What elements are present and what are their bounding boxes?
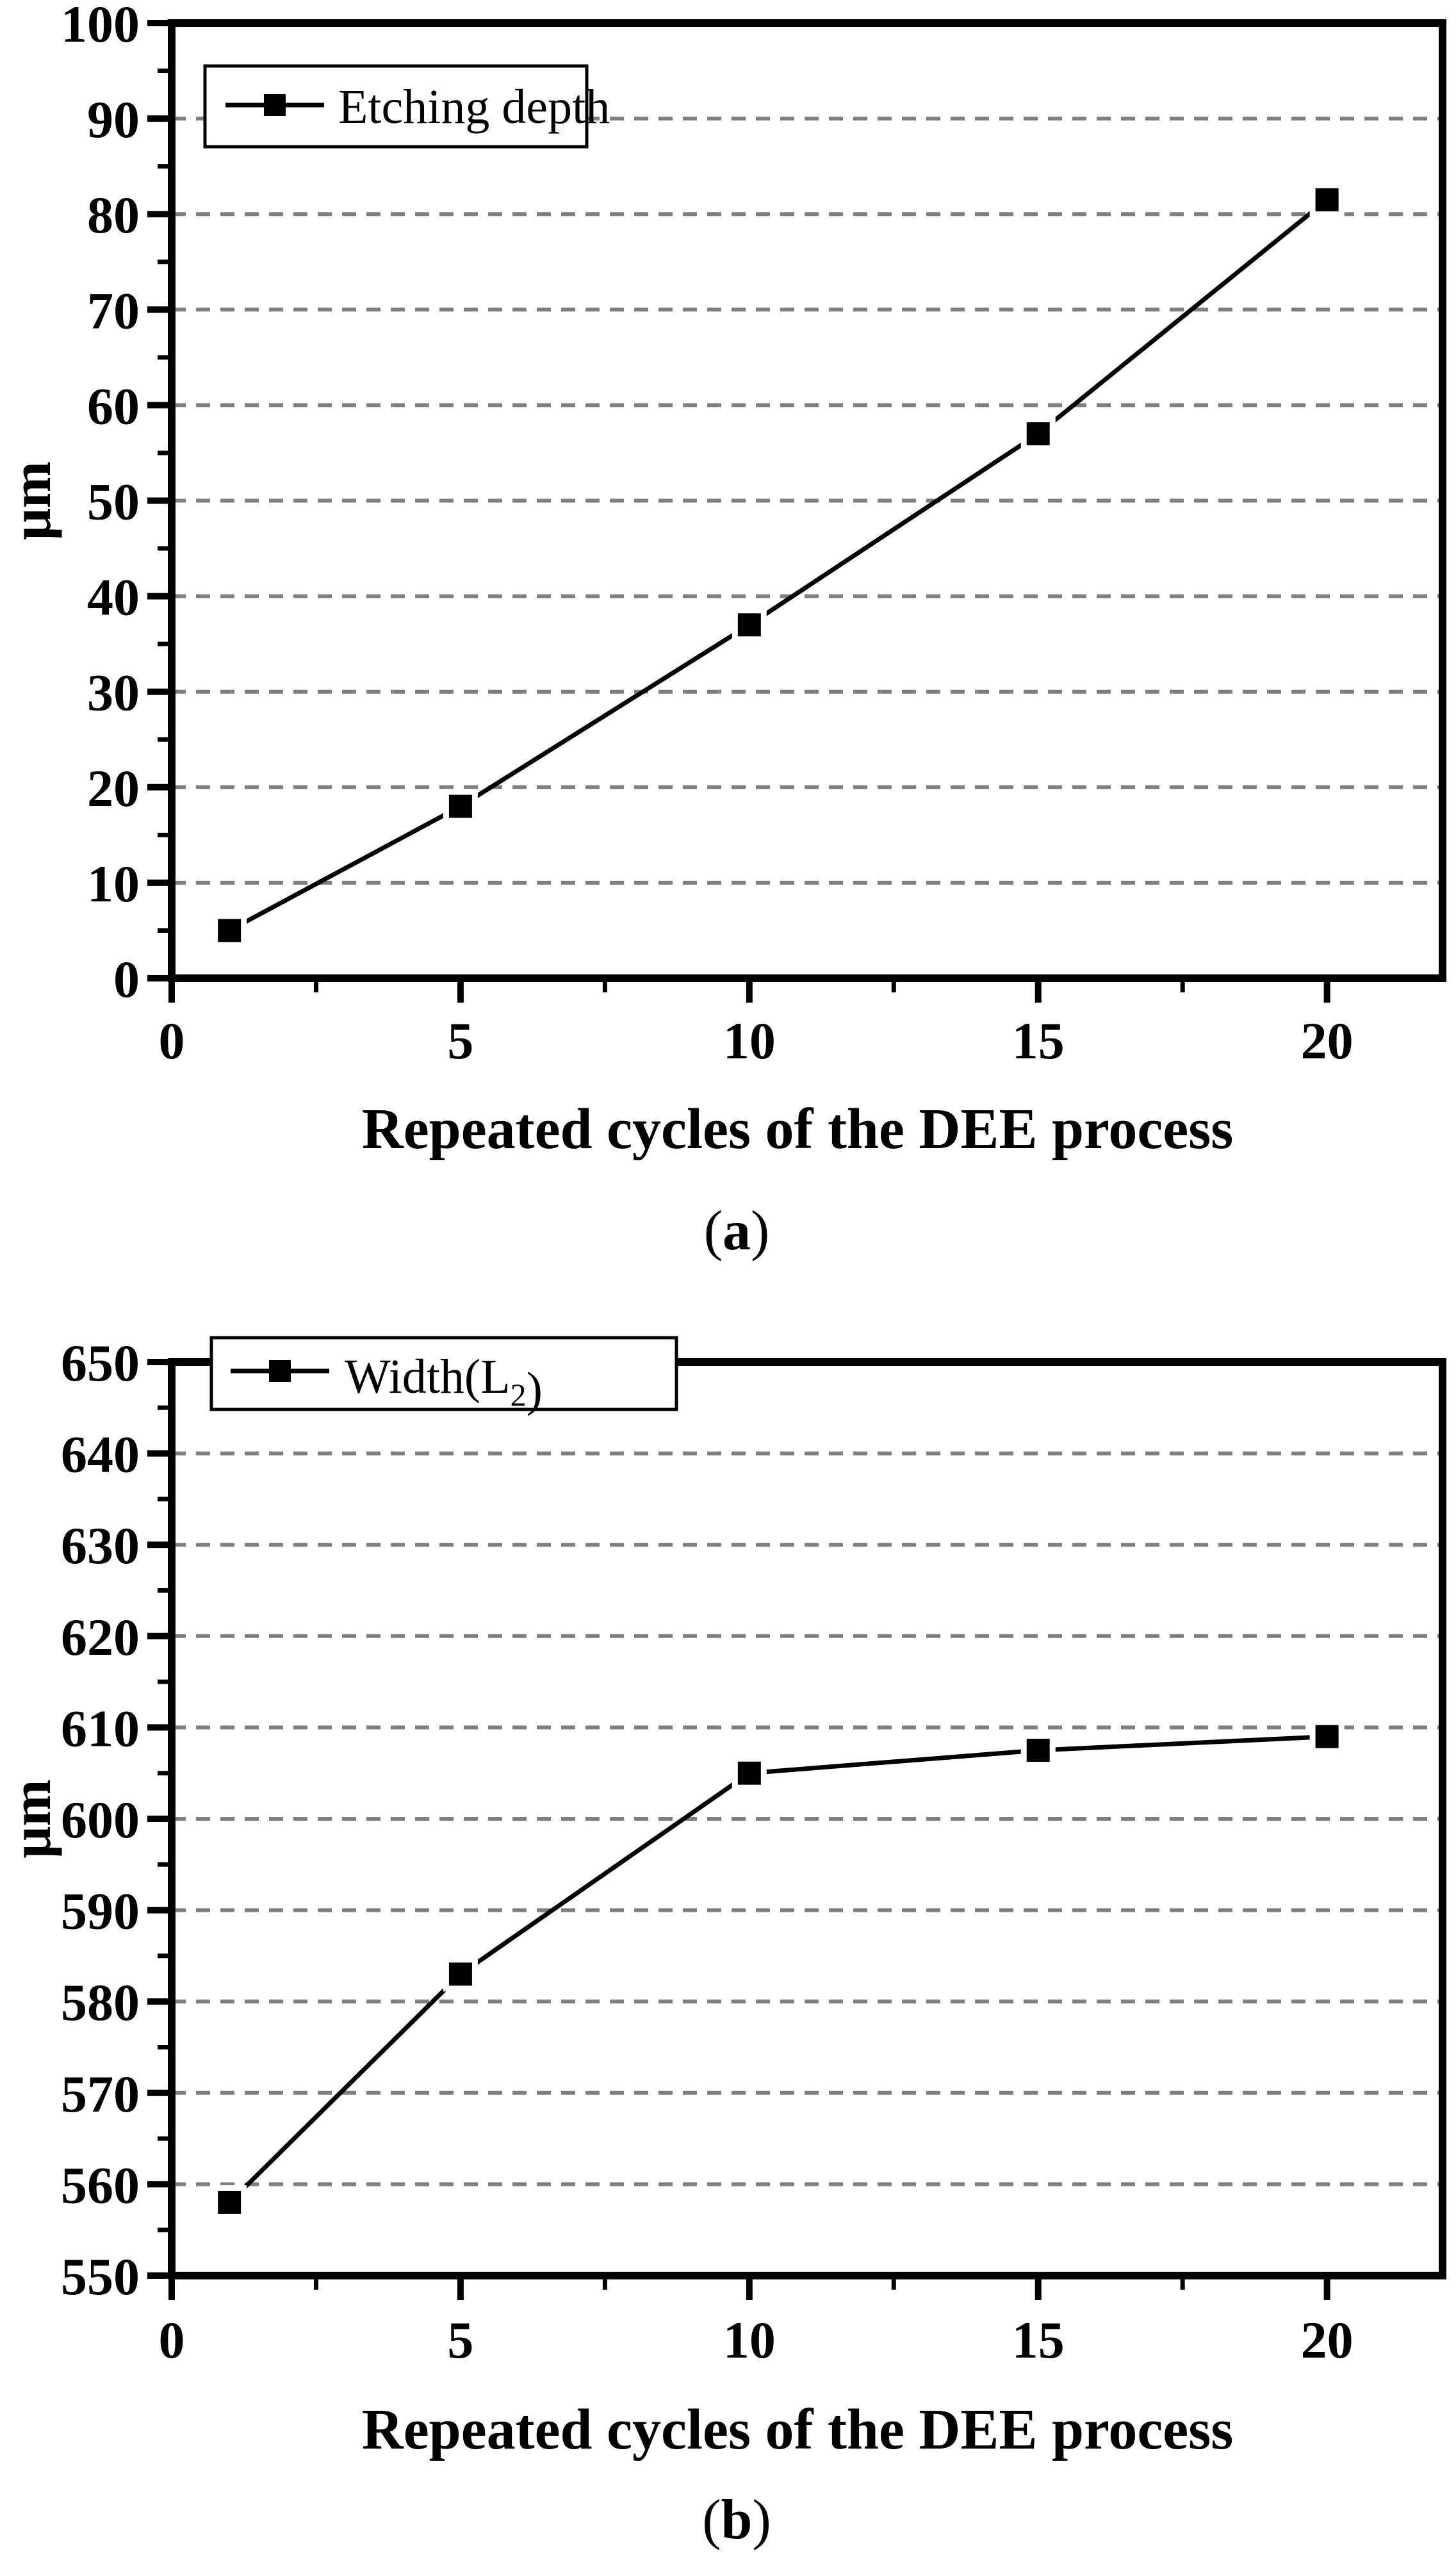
y-tick-label: 60 [87,377,140,435]
y-tick-label: 80 [87,186,140,244]
y-tick-label: 10 [87,855,140,913]
chart-caption: (b) [702,2489,771,2551]
y-tick-label: 630 [61,1516,140,1575]
y-axis-title: μm [1,461,63,540]
y-tick-label: 590 [61,1882,140,1941]
data-point-marker [218,2190,241,2214]
chart-a: 0 5 10 15 20 0 10 20 30 40 50 60 70 80 90 100 Etching de… [0,0,1456,1275]
y-tick-label: 70 [87,281,140,340]
x-tick-label: 20 [1301,1012,1354,1070]
chart-a-svg: 0 5 10 15 20 0 10 20 30 40 50 60 70 80 90 100 Etching de… [1,0,1446,1262]
y-tick-label: 610 [61,1699,140,1757]
data-point-marker [448,794,472,818]
data-point-marker [218,919,241,942]
x-tick-label: 5 [447,1012,473,1070]
y-tick-label: 90 [87,90,140,149]
x-axis-title: Repeated cycles of the DEE process [362,1097,1234,1161]
legend-label: Width(L2) [345,1350,543,1416]
x-tick-label: 0 [159,2311,185,2369]
y-axis-title: μm [1,1779,63,1858]
y-tick-label: 650 [61,1334,140,1392]
chart-b: 0 5 10 15 20 550 560 570 580 590 600 610 620 630 640 65… [0,1275,1456,2553]
legend-marker [269,1360,291,1382]
x-tick-label: 5 [447,2311,473,2369]
y-tick-label: 570 [61,2065,140,2123]
y-tick-label: 30 [87,664,140,722]
y-tick-label: 20 [87,759,140,817]
x-tick-label: 20 [1301,2311,1354,2369]
y-tick-label: 0 [113,950,140,1008]
y-tick-label: 640 [61,1425,140,1484]
chart-caption: (a) [704,1200,770,1262]
x-tick-label: 15 [1012,2311,1065,2369]
chart-b-svg: 0 5 10 15 20 550 560 570 580 590 600 610 620 630 640 65… [1,1334,1446,2551]
data-point-marker [737,1761,761,1785]
data-point-marker [1026,1739,1050,1762]
y-tick-label: 100 [61,0,140,53]
data-point-marker [1026,422,1050,446]
data-point-marker [1315,188,1339,211]
legend-label-subscript: 2 [511,1377,527,1413]
data-series-line [227,1734,1327,2204]
x-tick-label: 15 [1012,1012,1065,1070]
y-tick-label: 550 [61,2247,140,2306]
data-point-marker [1315,1725,1339,1748]
y-tick-label: 40 [87,568,140,627]
y-tick-label: 580 [61,1973,140,2032]
y-tick-label: 560 [61,2156,140,2214]
y-tick-label: 620 [61,1608,140,1666]
x-tick-label: 10 [723,1012,776,1070]
legend-label: Etching depth [338,80,610,134]
y-tick-label: 50 [87,473,140,531]
x-tick-label: 0 [159,1012,185,1070]
x-axis-title: Repeated cycles of the DEE process [362,2398,1234,2461]
legend-marker [264,94,286,116]
x-tick-label: 10 [723,2311,776,2369]
data-point-marker [737,613,761,637]
y-tick-label: 600 [61,1791,140,1849]
data-point-marker [448,1962,472,1986]
